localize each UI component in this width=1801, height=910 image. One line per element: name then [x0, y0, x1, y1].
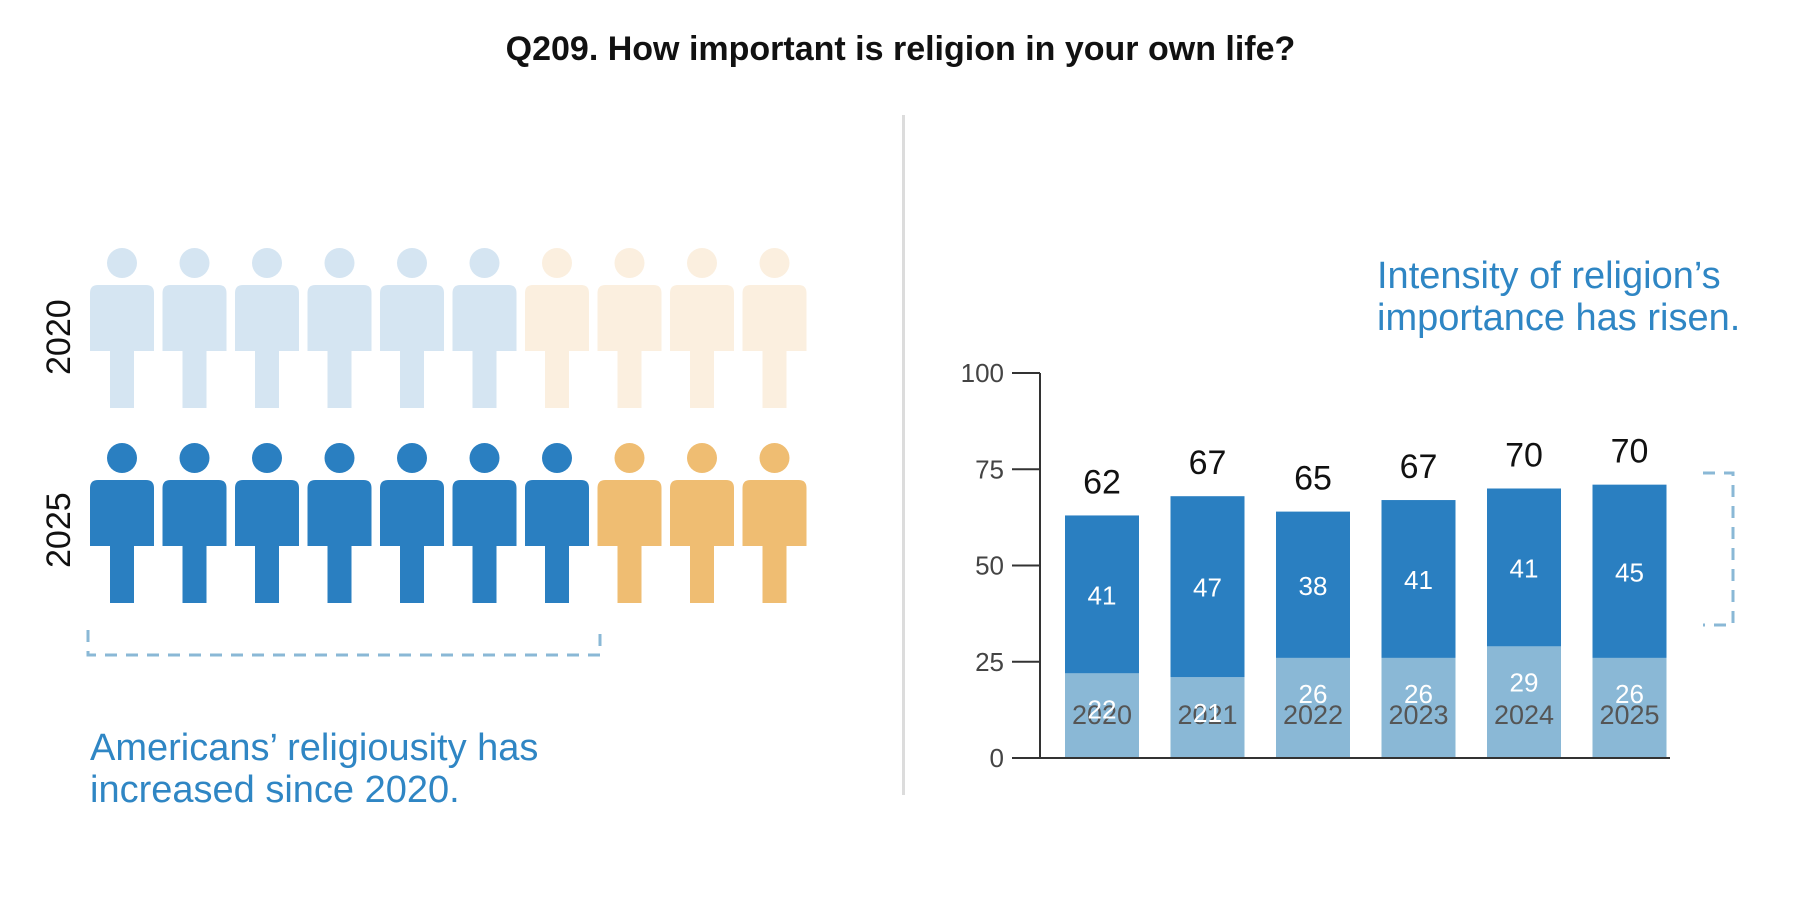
- bar-segment-upper: [1276, 511, 1350, 658]
- bar-segment-lower: [1170, 677, 1245, 758]
- data-label-lower: 26: [1404, 679, 1433, 709]
- person-icon-light-blue: [90, 248, 154, 408]
- x-tick-label: 2023: [1388, 700, 1448, 730]
- bar-chart: 0255075100202022416220212147672022263865…: [961, 358, 1735, 773]
- data-label-total: 70: [1611, 433, 1649, 471]
- person-icon-blue: [90, 443, 154, 603]
- person-icon-blue: [452, 443, 517, 603]
- pictograph-caption-line-2: increased since 2020.: [90, 769, 460, 811]
- bar-segment-upper: [1487, 488, 1561, 647]
- person-icon-light-blue: [380, 248, 444, 408]
- bar-segment-upper: [1065, 515, 1139, 674]
- data-label-lower: 21: [1193, 698, 1222, 728]
- chart-caption-line-2: importance has risen.: [1377, 297, 1741, 339]
- person-icon-light-orange: [742, 248, 807, 408]
- bar-segment-lower: [1276, 657, 1350, 758]
- data-label-upper: 41: [1088, 580, 1117, 610]
- data-label-total: 70: [1505, 437, 1543, 475]
- bar-segment-upper: [1381, 500, 1456, 658]
- person-icon-light-orange: [670, 248, 734, 408]
- data-label-upper: 47: [1193, 573, 1222, 603]
- data-label-lower: 26: [1615, 679, 1644, 709]
- person-icon-blue: [162, 443, 227, 603]
- data-label-lower: 29: [1510, 667, 1539, 697]
- x-tick-label: 2022: [1283, 700, 1343, 730]
- bar-segment-lower: [1592, 657, 1667, 758]
- person-icon-light-blue: [307, 248, 372, 408]
- data-label-total: 67: [1189, 444, 1227, 482]
- person-icon-light-blue: [235, 248, 299, 408]
- data-label-total: 67: [1400, 448, 1438, 486]
- x-tick-label: 2025: [1599, 700, 1659, 730]
- person-icon-light-blue: [162, 248, 227, 408]
- chart-caption-line-1: Intensity of religion’s: [1377, 255, 1721, 297]
- panel-divider: [902, 115, 905, 795]
- y-tick-label: 0: [990, 743, 1004, 773]
- data-label-upper: 41: [1510, 553, 1539, 583]
- y-tick-label: 75: [975, 454, 1004, 484]
- pictograph-caption: Americans’ religiousity has increased si…: [90, 727, 538, 811]
- chart-title: Q209. How important is religion in your …: [505, 30, 1296, 68]
- pictograph-bracket: [86, 630, 602, 657]
- person-icon-orange: [670, 443, 734, 603]
- bar-segment-lower: [1065, 673, 1139, 758]
- person-icon-blue: [307, 443, 372, 603]
- person-icon-orange: [742, 443, 807, 603]
- y-tick-label: 25: [975, 647, 1004, 677]
- y-tick-label: 50: [975, 551, 1004, 581]
- person-icon-light-orange: [525, 248, 589, 408]
- person-icon-light-blue: [452, 248, 517, 408]
- bar-segment-lower: [1487, 646, 1561, 758]
- x-tick-label: 2024: [1494, 700, 1554, 730]
- data-label-total: 62: [1083, 463, 1121, 501]
- pictograph-caption-line-1: Americans’ religiousity has: [90, 727, 539, 769]
- bar-segment-upper: [1170, 496, 1245, 678]
- person-icon-blue: [380, 443, 444, 603]
- data-label-lower: 22: [1088, 694, 1117, 724]
- pictograph: [86, 248, 807, 657]
- x-tick-label: 2020: [1072, 700, 1132, 730]
- y-tick-label: 100: [961, 358, 1004, 388]
- bar-segment-upper: [1592, 484, 1667, 658]
- person-icon-orange: [597, 443, 662, 603]
- person-icon-blue: [235, 443, 299, 603]
- data-label-lower: 26: [1299, 679, 1328, 709]
- data-label-upper: 45: [1615, 557, 1644, 587]
- data-label-total: 65: [1294, 460, 1332, 498]
- person-icon-blue: [525, 443, 589, 603]
- bar-segment-lower: [1381, 657, 1456, 758]
- data-label-upper: 41: [1404, 565, 1433, 595]
- chart-bracket: [1703, 471, 1735, 627]
- data-label-upper: 38: [1299, 571, 1328, 601]
- person-icon-light-orange: [597, 248, 662, 408]
- x-tick-label: 2021: [1177, 700, 1237, 730]
- chart-caption: Intensity of religion’s importance has r…: [1377, 255, 1740, 339]
